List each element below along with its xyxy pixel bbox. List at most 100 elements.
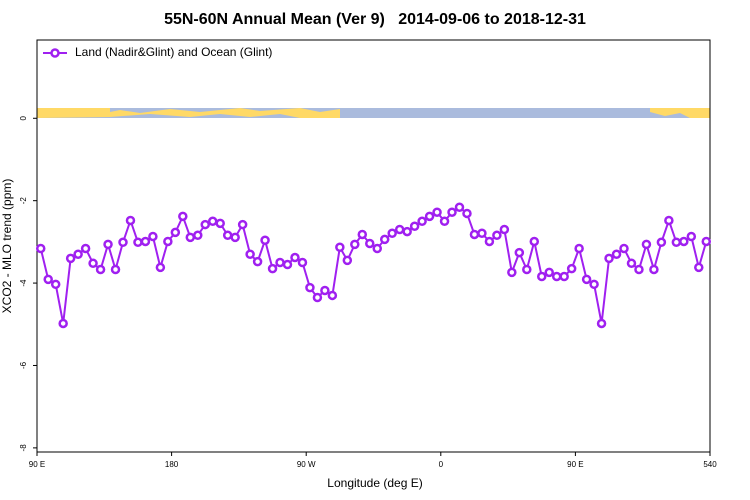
data-point bbox=[320, 285, 330, 296]
data-point bbox=[671, 237, 682, 248]
data-point bbox=[342, 255, 353, 266]
x-tick-label: 90 W bbox=[297, 460, 316, 469]
data-point bbox=[215, 218, 225, 229]
series-line bbox=[39, 206, 708, 324]
data-point bbox=[148, 231, 158, 242]
data-point bbox=[379, 234, 390, 245]
x-tick-label: 90 E bbox=[29, 460, 45, 469]
data-point bbox=[679, 236, 689, 247]
data-point bbox=[596, 318, 607, 329]
data-point bbox=[140, 236, 151, 247]
data-point bbox=[282, 259, 293, 270]
ocean bbox=[37, 108, 710, 118]
data-point bbox=[551, 271, 562, 282]
data-point bbox=[469, 229, 480, 240]
x-tick-label: 540 bbox=[703, 460, 717, 469]
data-point bbox=[634, 264, 644, 275]
data-point bbox=[230, 232, 240, 243]
data-point bbox=[626, 258, 637, 269]
data-point bbox=[125, 215, 136, 226]
data-point bbox=[701, 236, 712, 247]
data-point bbox=[185, 232, 196, 243]
data-point bbox=[327, 290, 338, 301]
data-point bbox=[95, 264, 106, 275]
map-strip bbox=[37, 108, 710, 118]
data-point bbox=[484, 236, 495, 247]
data-point bbox=[619, 243, 629, 254]
data-point bbox=[155, 262, 166, 273]
data-point bbox=[544, 267, 554, 278]
legend-label: Land (Nadir&Glint) and Ocean (Glint) bbox=[75, 45, 272, 59]
x-tick-label: 90 E bbox=[567, 460, 583, 469]
data-point bbox=[581, 274, 592, 285]
x-tick-label: 180 bbox=[165, 460, 179, 469]
data-point bbox=[335, 242, 345, 252]
data-point bbox=[133, 237, 143, 248]
data-point bbox=[50, 279, 61, 290]
data-point bbox=[424, 211, 435, 222]
y-axis-label: XCO2 - MLO trend (ppm) bbox=[0, 179, 14, 314]
data-point bbox=[65, 253, 76, 264]
data-point bbox=[252, 256, 263, 267]
legend-marker bbox=[50, 48, 60, 58]
y-tick-label: 0 bbox=[19, 116, 28, 121]
data-point bbox=[409, 221, 420, 231]
data-point bbox=[417, 216, 427, 227]
data-point bbox=[641, 239, 652, 250]
data-point bbox=[267, 263, 278, 274]
x-tick-label: 0 bbox=[439, 460, 444, 469]
y-tick-label: -2 bbox=[19, 197, 28, 205]
data-point bbox=[350, 239, 360, 250]
data-point bbox=[522, 264, 532, 275]
data-point bbox=[305, 282, 315, 293]
data-point bbox=[507, 267, 517, 278]
data-point bbox=[222, 230, 233, 241]
data-point bbox=[611, 249, 622, 259]
data-point bbox=[170, 227, 181, 238]
data-point bbox=[566, 263, 577, 274]
land bbox=[650, 108, 710, 118]
data-point bbox=[88, 258, 98, 269]
data-point bbox=[529, 236, 540, 247]
data-point bbox=[297, 257, 308, 268]
data-point bbox=[290, 252, 300, 263]
data-point bbox=[537, 271, 547, 282]
data-point bbox=[589, 279, 599, 290]
data-point bbox=[372, 243, 382, 254]
data-point bbox=[447, 207, 457, 217]
data-point bbox=[118, 237, 128, 248]
data-point bbox=[492, 230, 502, 241]
data-point bbox=[357, 229, 368, 240]
data-point bbox=[35, 243, 46, 254]
data-point bbox=[439, 216, 450, 227]
y-tick-label: -6 bbox=[19, 361, 28, 369]
chart-title: 55N-60N Annual Mean (Ver 9) 2014-09-06 t… bbox=[164, 11, 586, 28]
data-point bbox=[245, 249, 255, 259]
data-point bbox=[387, 228, 397, 238]
data-point bbox=[275, 257, 285, 268]
y-tick-label: -4 bbox=[19, 279, 28, 287]
data-point bbox=[649, 264, 659, 275]
data-point bbox=[43, 274, 53, 285]
data-point bbox=[656, 237, 667, 248]
land bbox=[37, 108, 340, 118]
data-point bbox=[207, 216, 218, 227]
legend: Land (Nadir&Glint) and Ocean (Glint) bbox=[43, 45, 272, 59]
data-point bbox=[499, 224, 510, 235]
data-point bbox=[80, 243, 91, 254]
data-point bbox=[432, 207, 442, 217]
data-point bbox=[514, 247, 525, 258]
data-point bbox=[103, 239, 113, 250]
data-point bbox=[454, 202, 465, 213]
data-point bbox=[664, 215, 674, 226]
data-point bbox=[402, 226, 412, 237]
data-point bbox=[686, 231, 697, 242]
data-point bbox=[574, 243, 584, 254]
data-point bbox=[163, 236, 173, 247]
data-point bbox=[110, 264, 121, 275]
data-point bbox=[477, 228, 487, 238]
data-point bbox=[559, 271, 569, 282]
data-point bbox=[193, 230, 203, 241]
